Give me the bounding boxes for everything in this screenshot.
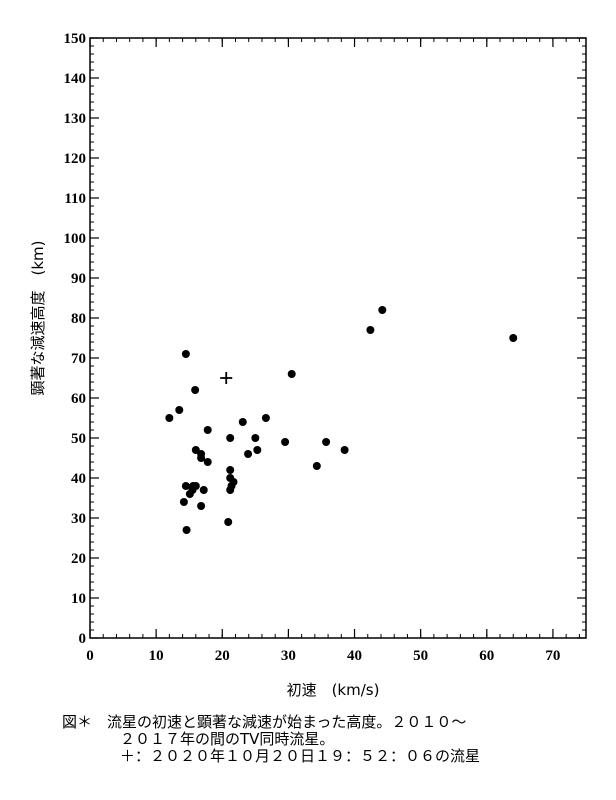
data-point xyxy=(203,426,212,434)
y-tick-label: 20 xyxy=(71,551,86,567)
data-point xyxy=(224,518,233,526)
data-point xyxy=(322,438,331,446)
data-point xyxy=(203,458,212,466)
data-point xyxy=(287,370,296,378)
x-tick-label: 40 xyxy=(347,648,362,664)
caption-line-2: ２０１７年の間のTV同時流星。 xyxy=(120,730,335,748)
data-point xyxy=(226,434,235,442)
data-point xyxy=(181,482,190,490)
y-tick-label: 40 xyxy=(71,471,86,487)
y-tick-label: 60 xyxy=(71,391,86,407)
data-point xyxy=(253,446,262,454)
axis-ticks xyxy=(89,37,586,639)
y-tick-label: 140 xyxy=(64,71,87,87)
y-tick-label: 80 xyxy=(71,311,86,327)
data-point xyxy=(229,478,238,486)
x-tick-label: 10 xyxy=(149,648,164,664)
x-tick-label: 60 xyxy=(479,648,494,664)
data-point xyxy=(312,462,321,470)
y-tick-label: 110 xyxy=(64,191,86,207)
y-tick-label: 120 xyxy=(64,151,87,167)
x-tick-label: 0 xyxy=(86,648,94,664)
data-point xyxy=(251,434,260,442)
y-tick-label: 50 xyxy=(71,431,86,447)
scatter-chart: 0 10 20 30 40 50 60 70 0 10 20 30 40 50 60 70 80 90 100 110… xyxy=(29,31,587,699)
plus-marker xyxy=(220,372,233,384)
data-point xyxy=(261,414,270,422)
data-point xyxy=(181,350,190,358)
data-point xyxy=(191,386,200,394)
data-point xyxy=(366,326,375,334)
y-tick-label: 30 xyxy=(71,511,86,527)
caption-line-3: ＋：２０２０年１０月２０日１９：５２：０６の流星 xyxy=(120,747,481,765)
data-point xyxy=(191,482,200,490)
data-point xyxy=(182,526,191,534)
data-point xyxy=(165,414,174,422)
plot-frame xyxy=(89,37,587,639)
data-point xyxy=(199,486,208,494)
y-tick-label: 130 xyxy=(64,111,87,127)
data-point xyxy=(197,502,206,510)
data-point xyxy=(197,454,206,462)
x-tick-label: 70 xyxy=(545,648,560,664)
data-point xyxy=(226,466,235,474)
y-tick-label: 100 xyxy=(64,231,87,247)
figure-caption: 図＊ 流星の初速と顕著な減速が始まった高度。２０１０～ ２０１７年の間のTV同時… xyxy=(62,714,612,765)
data-point xyxy=(179,498,188,506)
data-point xyxy=(238,418,247,426)
y-tick-label: 90 xyxy=(71,271,86,287)
data-point xyxy=(378,306,387,314)
data-point xyxy=(281,438,290,446)
y-tick-label: 70 xyxy=(71,351,86,367)
tick-labels: 0 10 20 30 40 50 60 70 0 10 20 30 40 50 60 70 80 90 100 110… xyxy=(64,31,561,664)
y-tick-label: 0 xyxy=(79,631,87,647)
x-axis-label: 初速 (km/s) xyxy=(287,681,380,699)
y-axis-label: 顕著な減速高度 (km) xyxy=(29,240,47,395)
data-point xyxy=(175,406,184,414)
x-tick-label: 50 xyxy=(413,648,428,664)
y-tick-label: 150 xyxy=(64,31,87,47)
plot-border xyxy=(89,37,587,639)
caption-line-1: 図＊ 流星の初速と顕著な減速が始まった高度。２０１０～ xyxy=(62,713,467,731)
data-point xyxy=(244,450,253,458)
data-points xyxy=(165,306,518,534)
x-tick-label: 30 xyxy=(281,648,296,664)
data-point xyxy=(509,334,518,342)
y-tick-label: 10 xyxy=(71,591,86,607)
x-tick-label: 20 xyxy=(215,648,230,664)
data-point xyxy=(340,446,349,454)
